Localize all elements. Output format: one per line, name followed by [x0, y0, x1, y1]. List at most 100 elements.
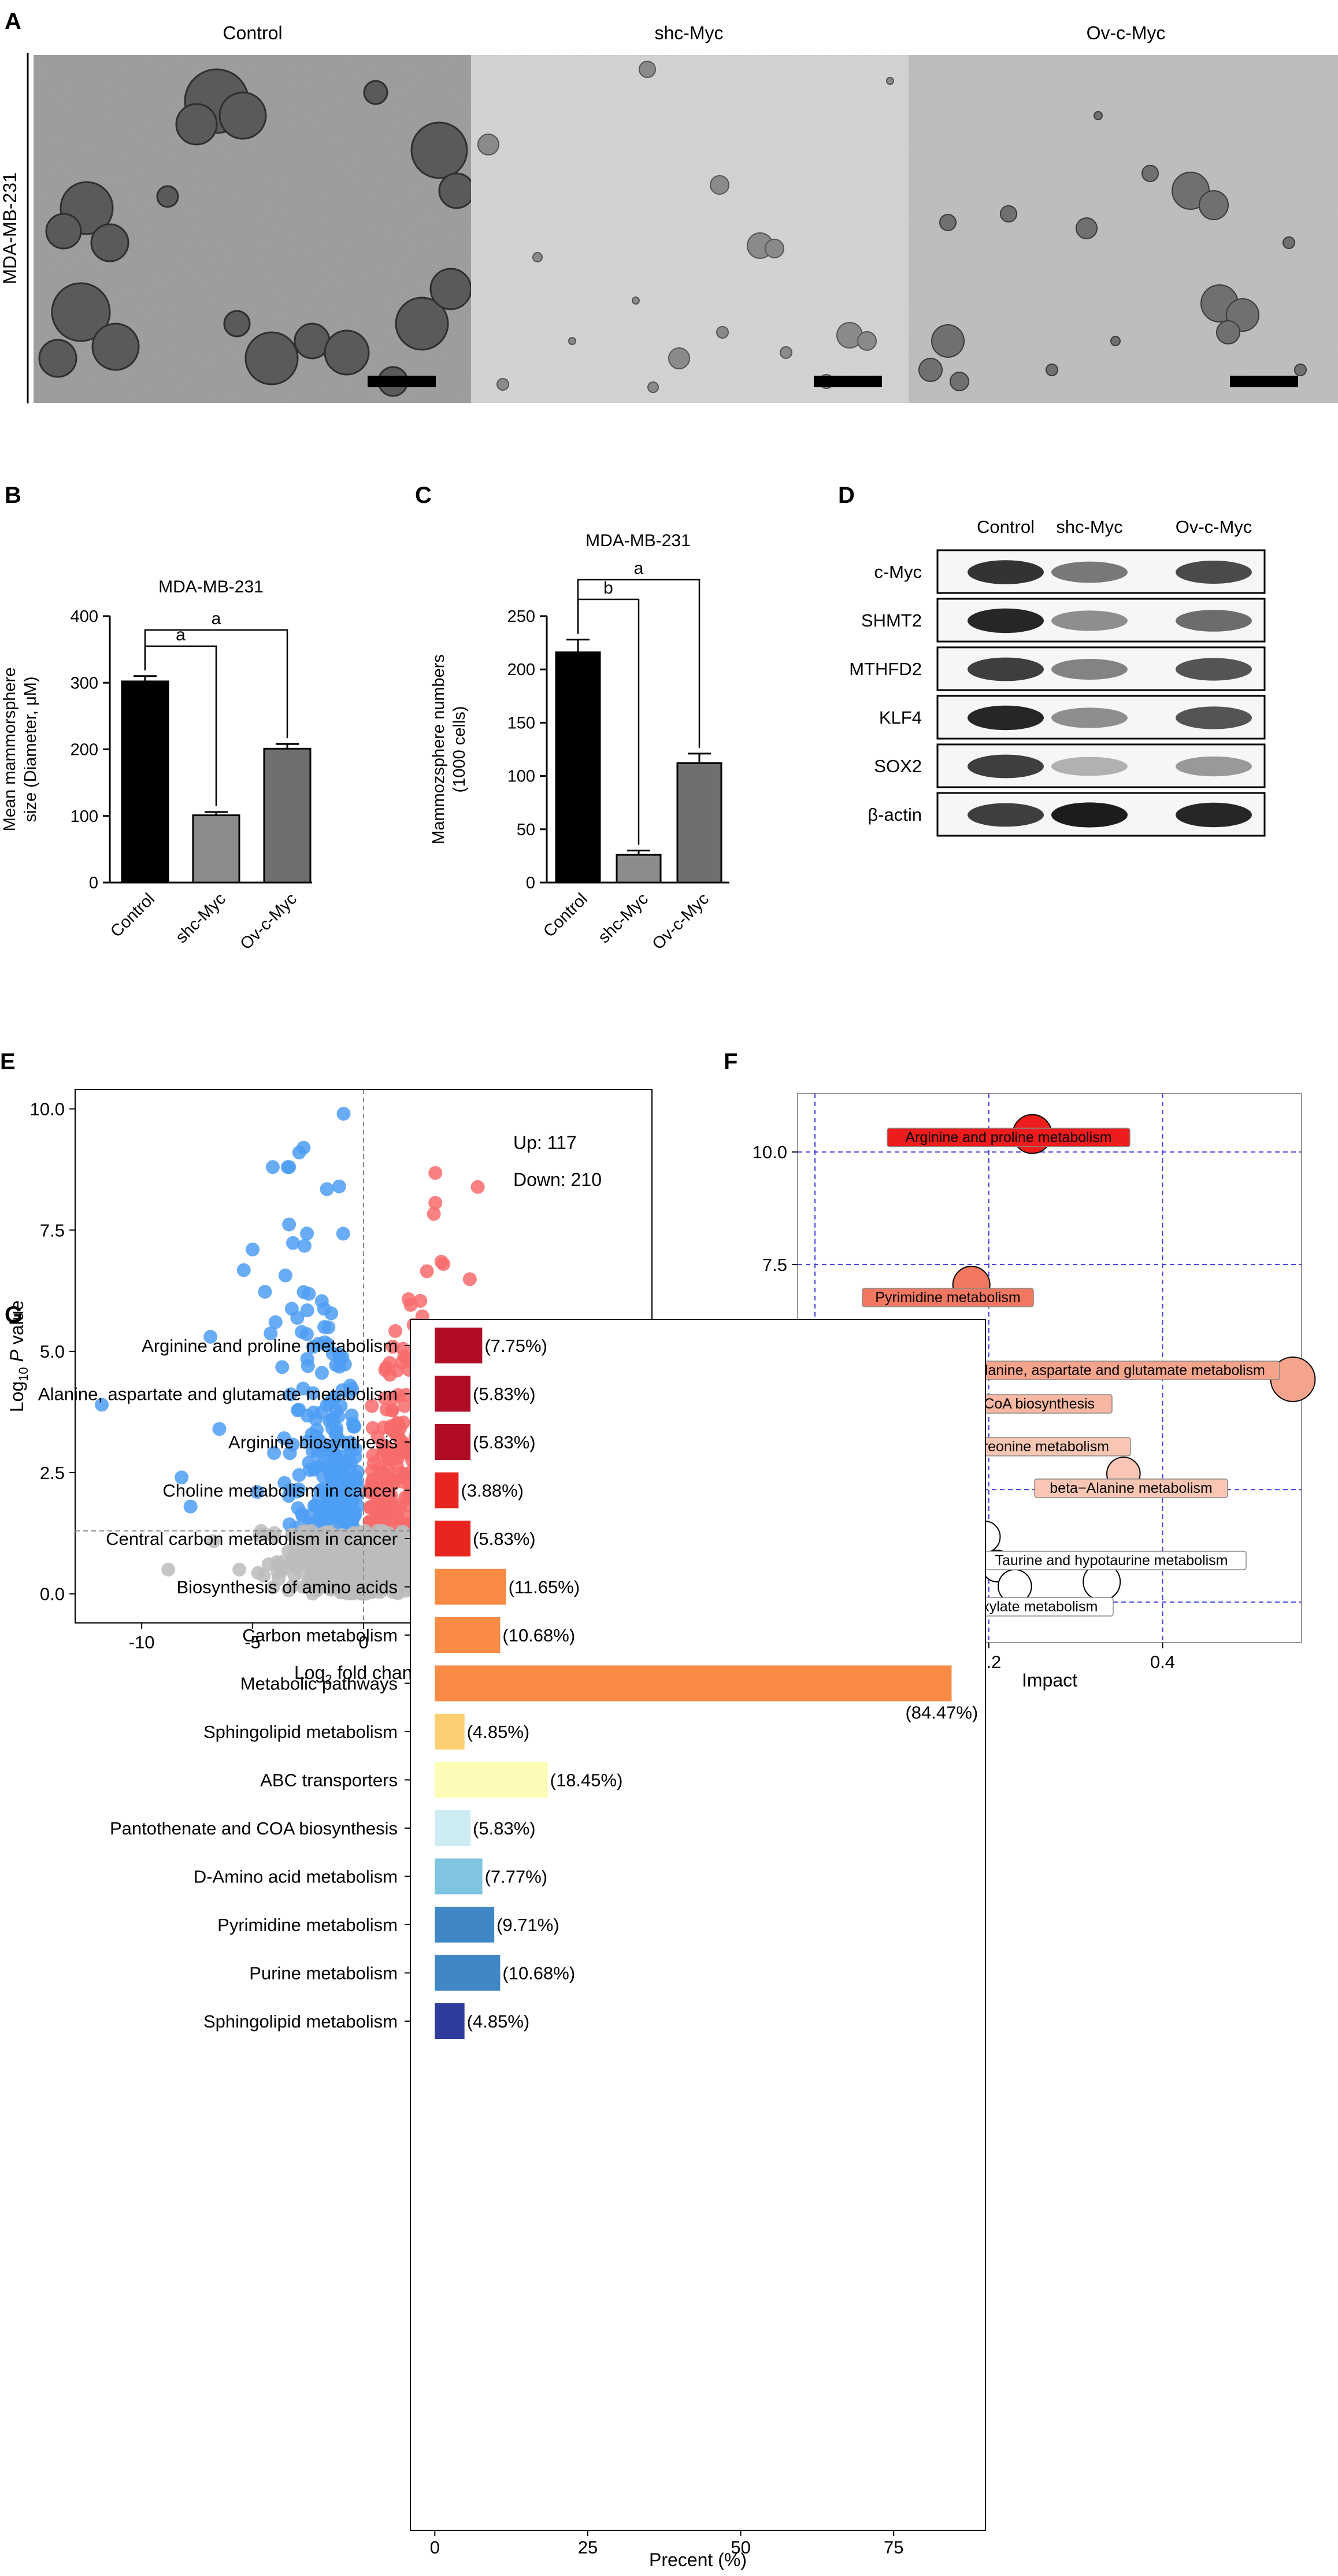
volcano-point	[251, 1566, 265, 1580]
micrograph-ov-c-myc	[909, 55, 1338, 403]
volcano-point	[310, 1422, 324, 1437]
panel-label-a: A	[5, 9, 21, 34]
enrichment-category-label: D-Amino acid metabolism	[194, 1867, 398, 1887]
chart-b-significance-bracket	[144, 629, 288, 739]
chart-b-ytick-label: 200	[71, 741, 98, 759]
chart-c-bar	[616, 854, 662, 884]
enrichment-category-label: Sphingolipid metabolism	[203, 1722, 398, 1742]
volcano-point	[328, 1447, 342, 1462]
bubble-xtick-label: 0.4	[1150, 1652, 1175, 1672]
enrichment-category-label: Pyrimidine metabolism	[217, 1915, 398, 1935]
volcano-point	[413, 1293, 428, 1308]
bubble-ytick-label: 10.0	[753, 1142, 787, 1162]
volcano-point	[337, 1486, 351, 1500]
volcano-point	[395, 1355, 409, 1370]
panel-label-b: B	[5, 483, 21, 508]
volcano-point	[246, 1242, 260, 1257]
volcano-point	[388, 1324, 403, 1338]
enrichment-category-label: Sphingolipid metabolism	[203, 2011, 398, 2032]
blot-band	[1051, 659, 1128, 680]
enrichment-value-label: (18.45%)	[550, 1770, 623, 1791]
blot-column-label: Control	[977, 517, 1035, 537]
volcano-point	[281, 1544, 296, 1558]
volcano-ytick-label: 5.0	[40, 1341, 65, 1362]
blot-band	[968, 608, 1044, 633]
blot-row-label: MTHFD2	[849, 659, 922, 679]
volcano-point	[258, 1285, 272, 1299]
enrichment-bar	[435, 1617, 501, 1653]
volcano-point	[306, 1340, 320, 1354]
panel-b-chart: B MDA-MB-231 Mean mammorsphere size (Diame…	[1, 483, 312, 954]
volcano-point	[270, 1565, 285, 1580]
volcano-point	[302, 1558, 316, 1573]
blot-row-label: KLF4	[879, 707, 922, 728]
enrichment-category-label: Choline metabolism in cancer	[162, 1481, 398, 1501]
enrichment-value-label: (4.85%)	[467, 2011, 530, 2032]
volcano-point	[386, 1340, 400, 1354]
volcano-point	[278, 1268, 292, 1283]
chart-c-xtick-label: shc-Myc	[595, 889, 652, 947]
enrichment-value-label: (4.85%)	[467, 1722, 530, 1742]
chart-c-ylabel: Mammozsphere numbers	[429, 654, 448, 844]
volcano-point	[390, 1507, 404, 1521]
western-blot: Control shc-Myc Ov-c-Myc c-Myc SHMT2 MTHFD2 KL…	[849, 517, 1266, 837]
blot-band	[1176, 802, 1252, 828]
chart-b-bar	[192, 814, 240, 884]
enrichment-bar	[435, 1858, 483, 1895]
volcano-point	[212, 1422, 227, 1436]
column-label-shc-myc: shc-Myc	[654, 23, 723, 43]
enrichment-value-label: (5.83%)	[473, 1529, 536, 1549]
panel-a-micrographs: A MDA-MB-231 Control shc-Myc Ov-c-Myc	[0, 9, 1338, 403]
volcano-point	[389, 1551, 403, 1565]
chart-b-title: MDA-MB-231	[158, 577, 264, 596]
volcano-point	[314, 1405, 329, 1419]
micrograph-control	[34, 55, 475, 403]
volcano-point	[236, 1263, 251, 1277]
volcano-point	[462, 1272, 477, 1287]
bubble-label-box	[862, 1288, 1034, 1307]
blot-row-label: β-actin	[868, 805, 922, 825]
chart-c-significance-label: b	[603, 579, 613, 598]
enrichment-value-label: (3.88%)	[461, 1481, 524, 1501]
enrichment-value-label: (84.47%)	[905, 1703, 978, 1723]
chart-b-xtick-label: Control	[107, 889, 158, 941]
volcano-point	[308, 1499, 323, 1513]
volcano-point	[317, 1335, 332, 1350]
volcano-xtick-label: -10	[129, 1632, 155, 1652]
enrichment-category-label: Biosynthesis of amino acids	[176, 1577, 398, 1598]
volcano-point	[378, 1497, 392, 1511]
enrichment-value-label: (9.71%)	[496, 1915, 559, 1935]
enrichment-frame	[410, 1319, 986, 2531]
volcano-point	[343, 1539, 357, 1553]
volcano-point	[340, 1587, 355, 1601]
chart-b-significance-label: a	[176, 625, 186, 644]
volcano-point	[386, 1535, 400, 1549]
volcano-ytick-label: 0.0	[40, 1584, 65, 1604]
enrichment-bar	[435, 1521, 471, 1556]
volcano-point	[395, 1574, 409, 1589]
volcano-point	[348, 1450, 362, 1464]
enrichment-bar	[435, 1376, 471, 1412]
volcano-point	[312, 1433, 327, 1448]
blot-band	[1176, 756, 1252, 777]
enrichment-bar	[435, 1424, 471, 1460]
chart-b-xtick-label: Ov-c-Myc	[237, 889, 301, 953]
volcano-point	[183, 1499, 198, 1514]
bubble-label: Arginine and proline metabolism	[905, 1129, 1111, 1146]
volcano-point	[277, 1476, 292, 1490]
volcano-point	[383, 1422, 398, 1436]
chart-b-bar	[121, 680, 169, 884]
volcano-point	[296, 1381, 310, 1396]
bubble-ytick-label: 7.5	[762, 1255, 787, 1275]
volcano-point	[291, 1403, 305, 1418]
volcano-point	[375, 1438, 390, 1452]
bubble-label: beta−Alanine metabolism	[1050, 1480, 1212, 1496]
blot-band	[1176, 706, 1252, 729]
volcano-point	[373, 1562, 388, 1576]
panel-label-c: C	[415, 483, 432, 508]
volcano-xtick-label: 0	[358, 1632, 368, 1652]
volcano-point	[175, 1470, 189, 1485]
volcano-point	[366, 1456, 381, 1470]
volcano-point	[398, 1399, 412, 1413]
volcano-up-count: Up: 117	[513, 1132, 577, 1153]
